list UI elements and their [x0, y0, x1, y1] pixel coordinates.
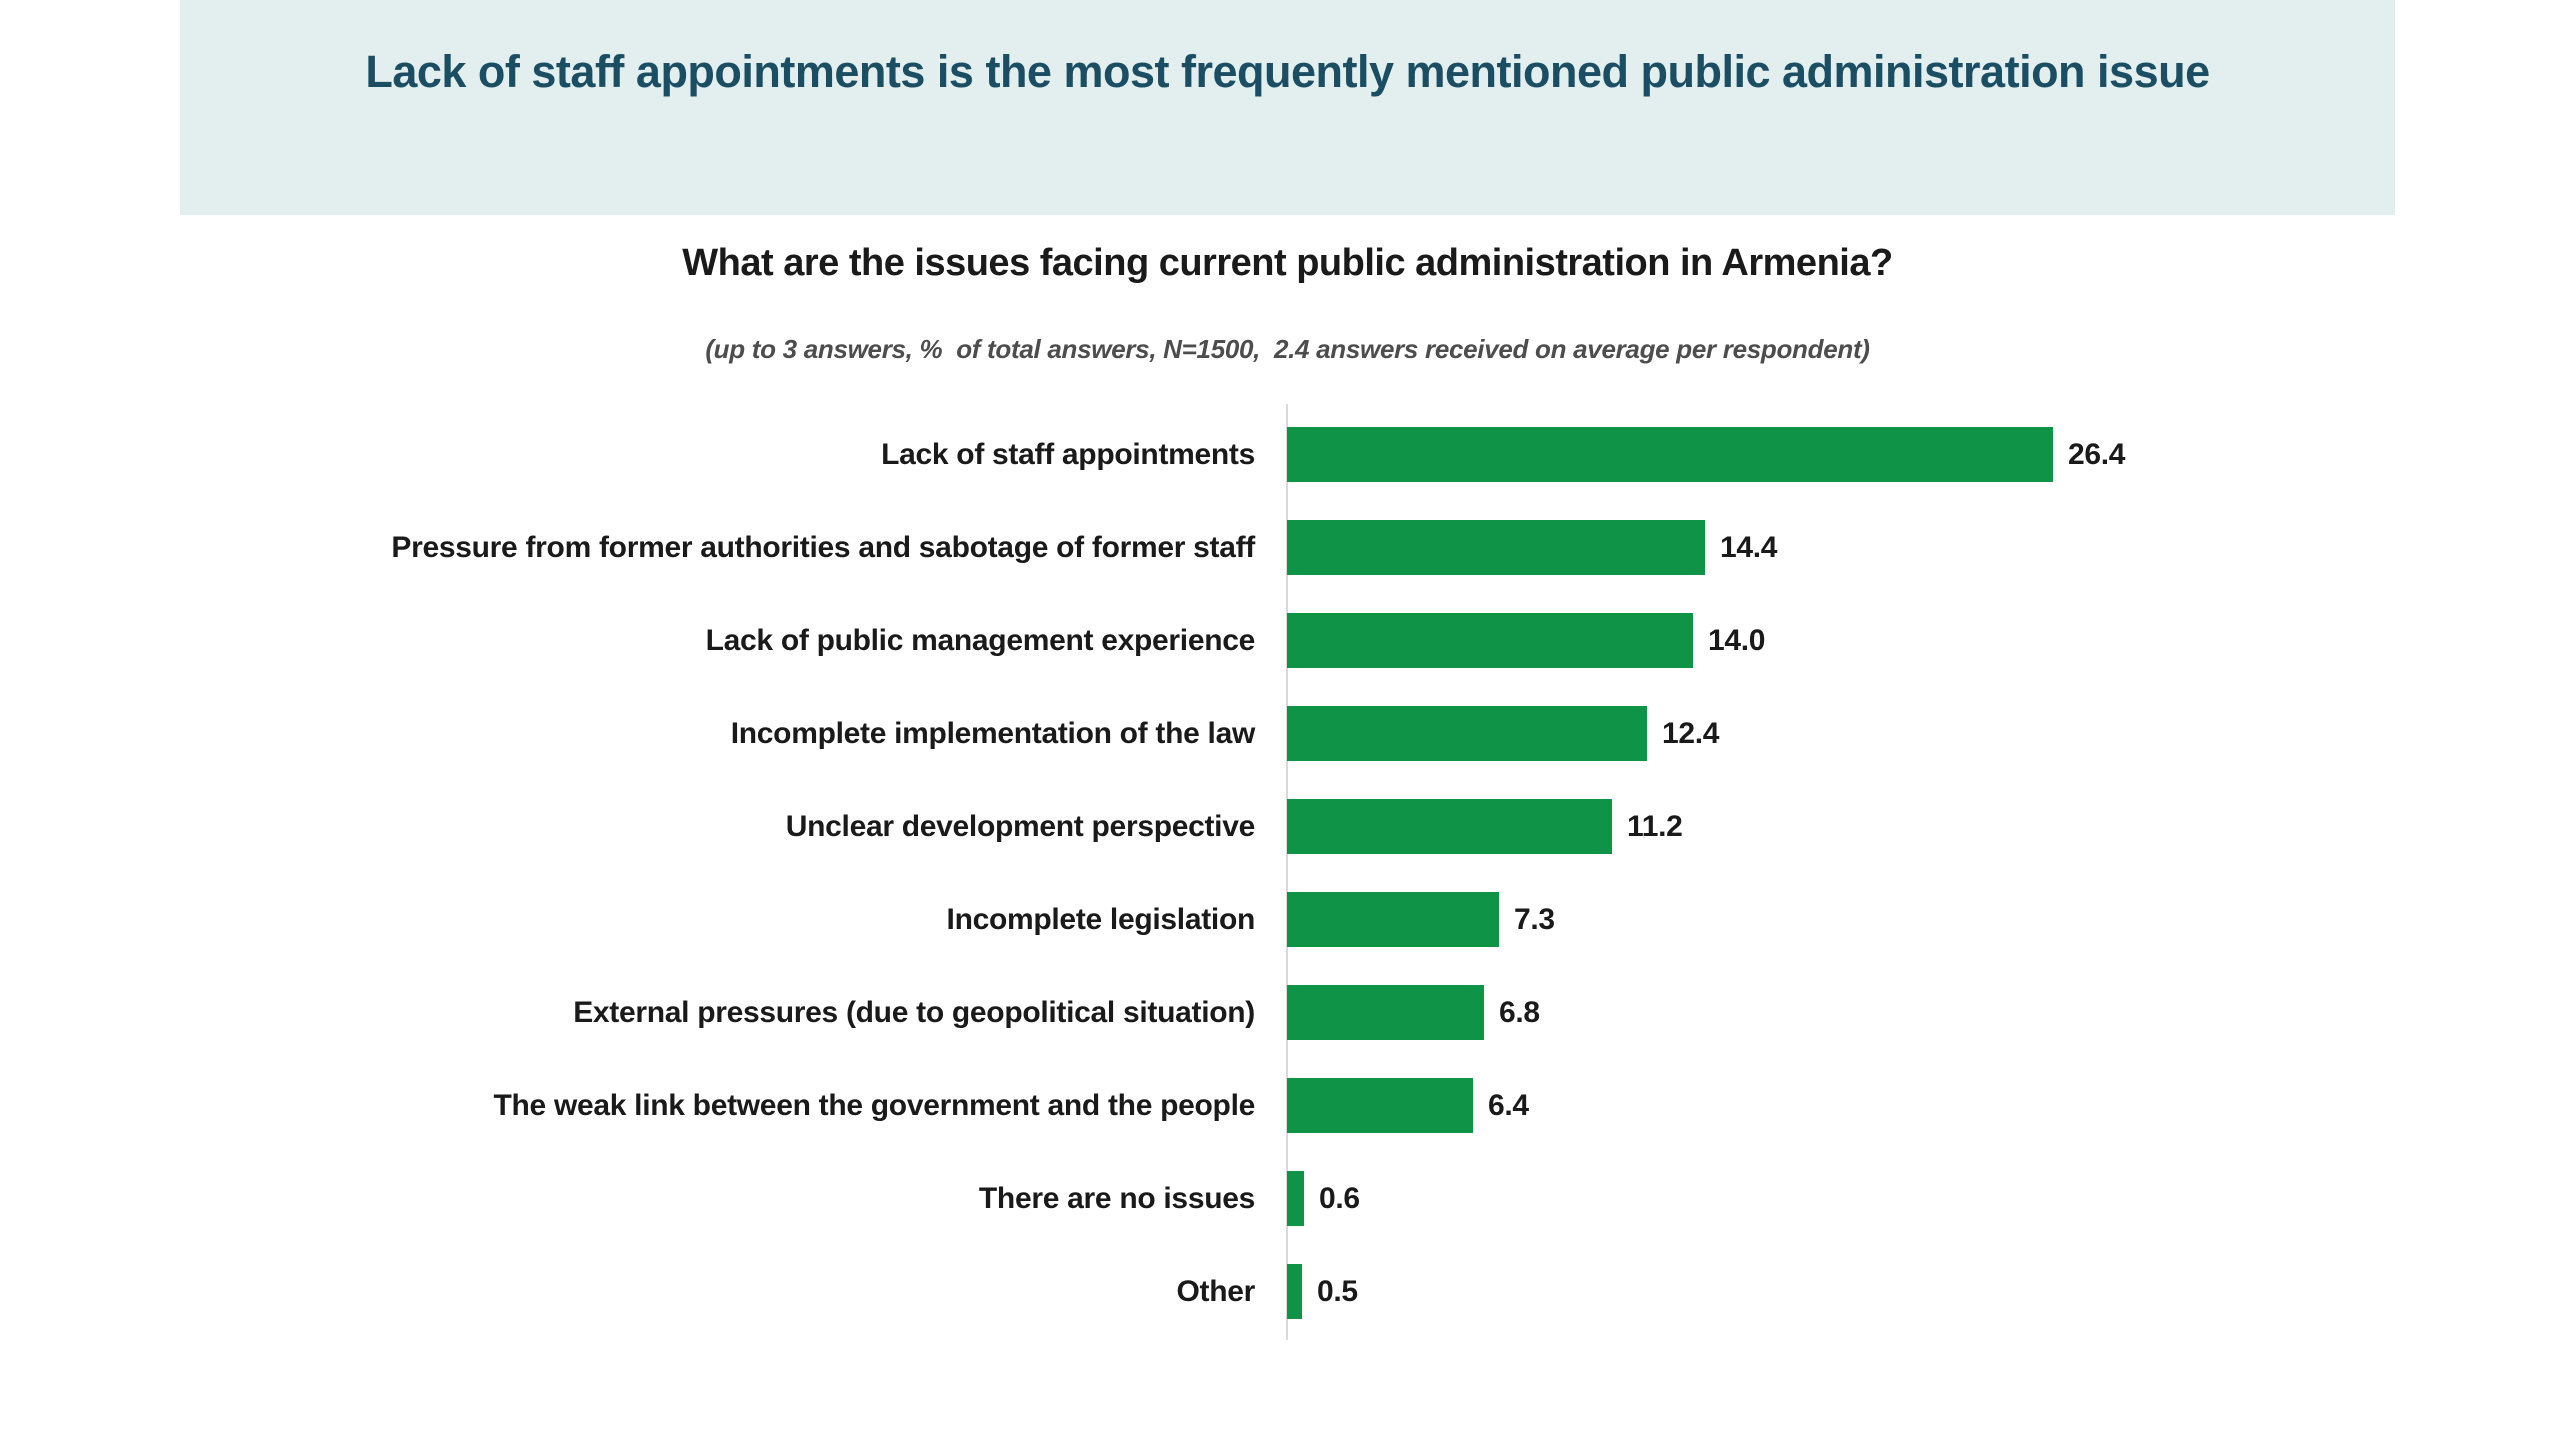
value-label: 11.2 [1627, 809, 1683, 843]
category-label-cell: The weak link between the government and… [0, 1085, 1255, 1127]
chart-row: Pressure from former authorities and sab… [0, 501, 2560, 594]
chart-row: Lack of staff appointments 26.4 [0, 408, 2560, 501]
value-label: 7.3 [1514, 902, 1555, 936]
value-label: 26.4 [2068, 437, 2126, 471]
bar-area: 12.4 [1287, 706, 2560, 761]
y-axis-line [1286, 404, 1288, 1340]
bar-area: 6.4 [1287, 1078, 2560, 1133]
value-label: 14.0 [1708, 623, 1766, 657]
bar-area: 26.4 [1287, 427, 2560, 482]
bar [1287, 985, 1484, 1040]
bar [1287, 1264, 1302, 1319]
value-label: 12.4 [1662, 716, 1720, 750]
chart-title: What are the issues facing current publi… [682, 242, 1893, 284]
category-label: Pressure from former authorities and sab… [391, 530, 1255, 564]
bar-area: 14.0 [1287, 613, 2560, 668]
header-banner: Lack of staff appointments is the most f… [180, 0, 2395, 215]
chart-row: There are no issues 0.6 [0, 1152, 2560, 1245]
category-label-cell: Pressure from former authorities and sab… [0, 527, 1255, 569]
category-label-cell: Lack of public management experience [0, 620, 1256, 662]
category-label-cell: Incomplete implementation of the law [0, 713, 1256, 755]
bar [1287, 799, 1612, 854]
category-label-cell: Incomplete legislation [0, 899, 1256, 941]
bar [1287, 613, 1693, 668]
chart-row: External pressures (due to geopolitical … [0, 966, 2560, 1059]
bar [1287, 1171, 1304, 1226]
value-label: 14.4 [1720, 530, 1778, 564]
chart-row: The weak link between the government and… [0, 1059, 2560, 1152]
bar [1287, 706, 1647, 761]
category-label-cell: Unclear development perspective [0, 806, 1256, 848]
category-label-cell: External pressures (due to geopolitical … [0, 992, 1255, 1034]
category-label-cell: Lack of staff appointments [0, 434, 1255, 476]
bar-area: 0.6 [1287, 1171, 2560, 1226]
chart-row: Unclear development perspective 11.2 [0, 780, 2560, 873]
category-label: Other [1176, 1274, 1255, 1308]
bar [1287, 427, 2053, 482]
value-label: 0.6 [1319, 1181, 1360, 1215]
chart-row: Incomplete implementation of the law 12.… [0, 687, 2560, 780]
bar [1287, 1078, 1473, 1133]
chart-row: Other 0.5 [0, 1245, 2560, 1338]
chart-row: Lack of public management experience 14.… [0, 594, 2560, 687]
bar-area: 0.5 [1287, 1264, 2560, 1319]
bar-area: 7.3 [1287, 892, 2560, 947]
bar [1287, 520, 1705, 575]
category-label: Lack of staff appointments [881, 437, 1255, 471]
value-label: 6.4 [1488, 1088, 1529, 1122]
bar [1287, 892, 1499, 947]
category-label: External pressures (due to geopolitical … [573, 995, 1255, 1029]
bar-area: 14.4 [1287, 520, 2560, 575]
chart-subtitle: (up to 3 answers, % of total answers, N=… [705, 334, 1870, 364]
category-label: Incomplete legislation [946, 902, 1256, 936]
category-label: There are no issues [978, 1181, 1255, 1215]
value-label: 6.8 [1499, 995, 1540, 1029]
chart-row: Incomplete legislation 7.3 [0, 873, 2560, 966]
bar-area: 6.8 [1287, 985, 2560, 1040]
bar-area: 11.2 [1287, 799, 2560, 854]
value-label: 0.5 [1317, 1274, 1358, 1308]
category-label: Lack of public management experience [705, 623, 1256, 657]
category-label-cell: Other [0, 1271, 1255, 1313]
bar-chart: Lack of staff appointments 26.4 Pressure… [0, 408, 2560, 1338]
banner-title: Lack of staff appointments is the most f… [365, 46, 2210, 97]
category-label: Incomplete implementation of the law [730, 716, 1256, 750]
category-label-cell: There are no issues [0, 1178, 1255, 1220]
category-label: The weak link between the government and… [493, 1088, 1255, 1122]
category-label: Unclear development perspective [785, 809, 1256, 843]
